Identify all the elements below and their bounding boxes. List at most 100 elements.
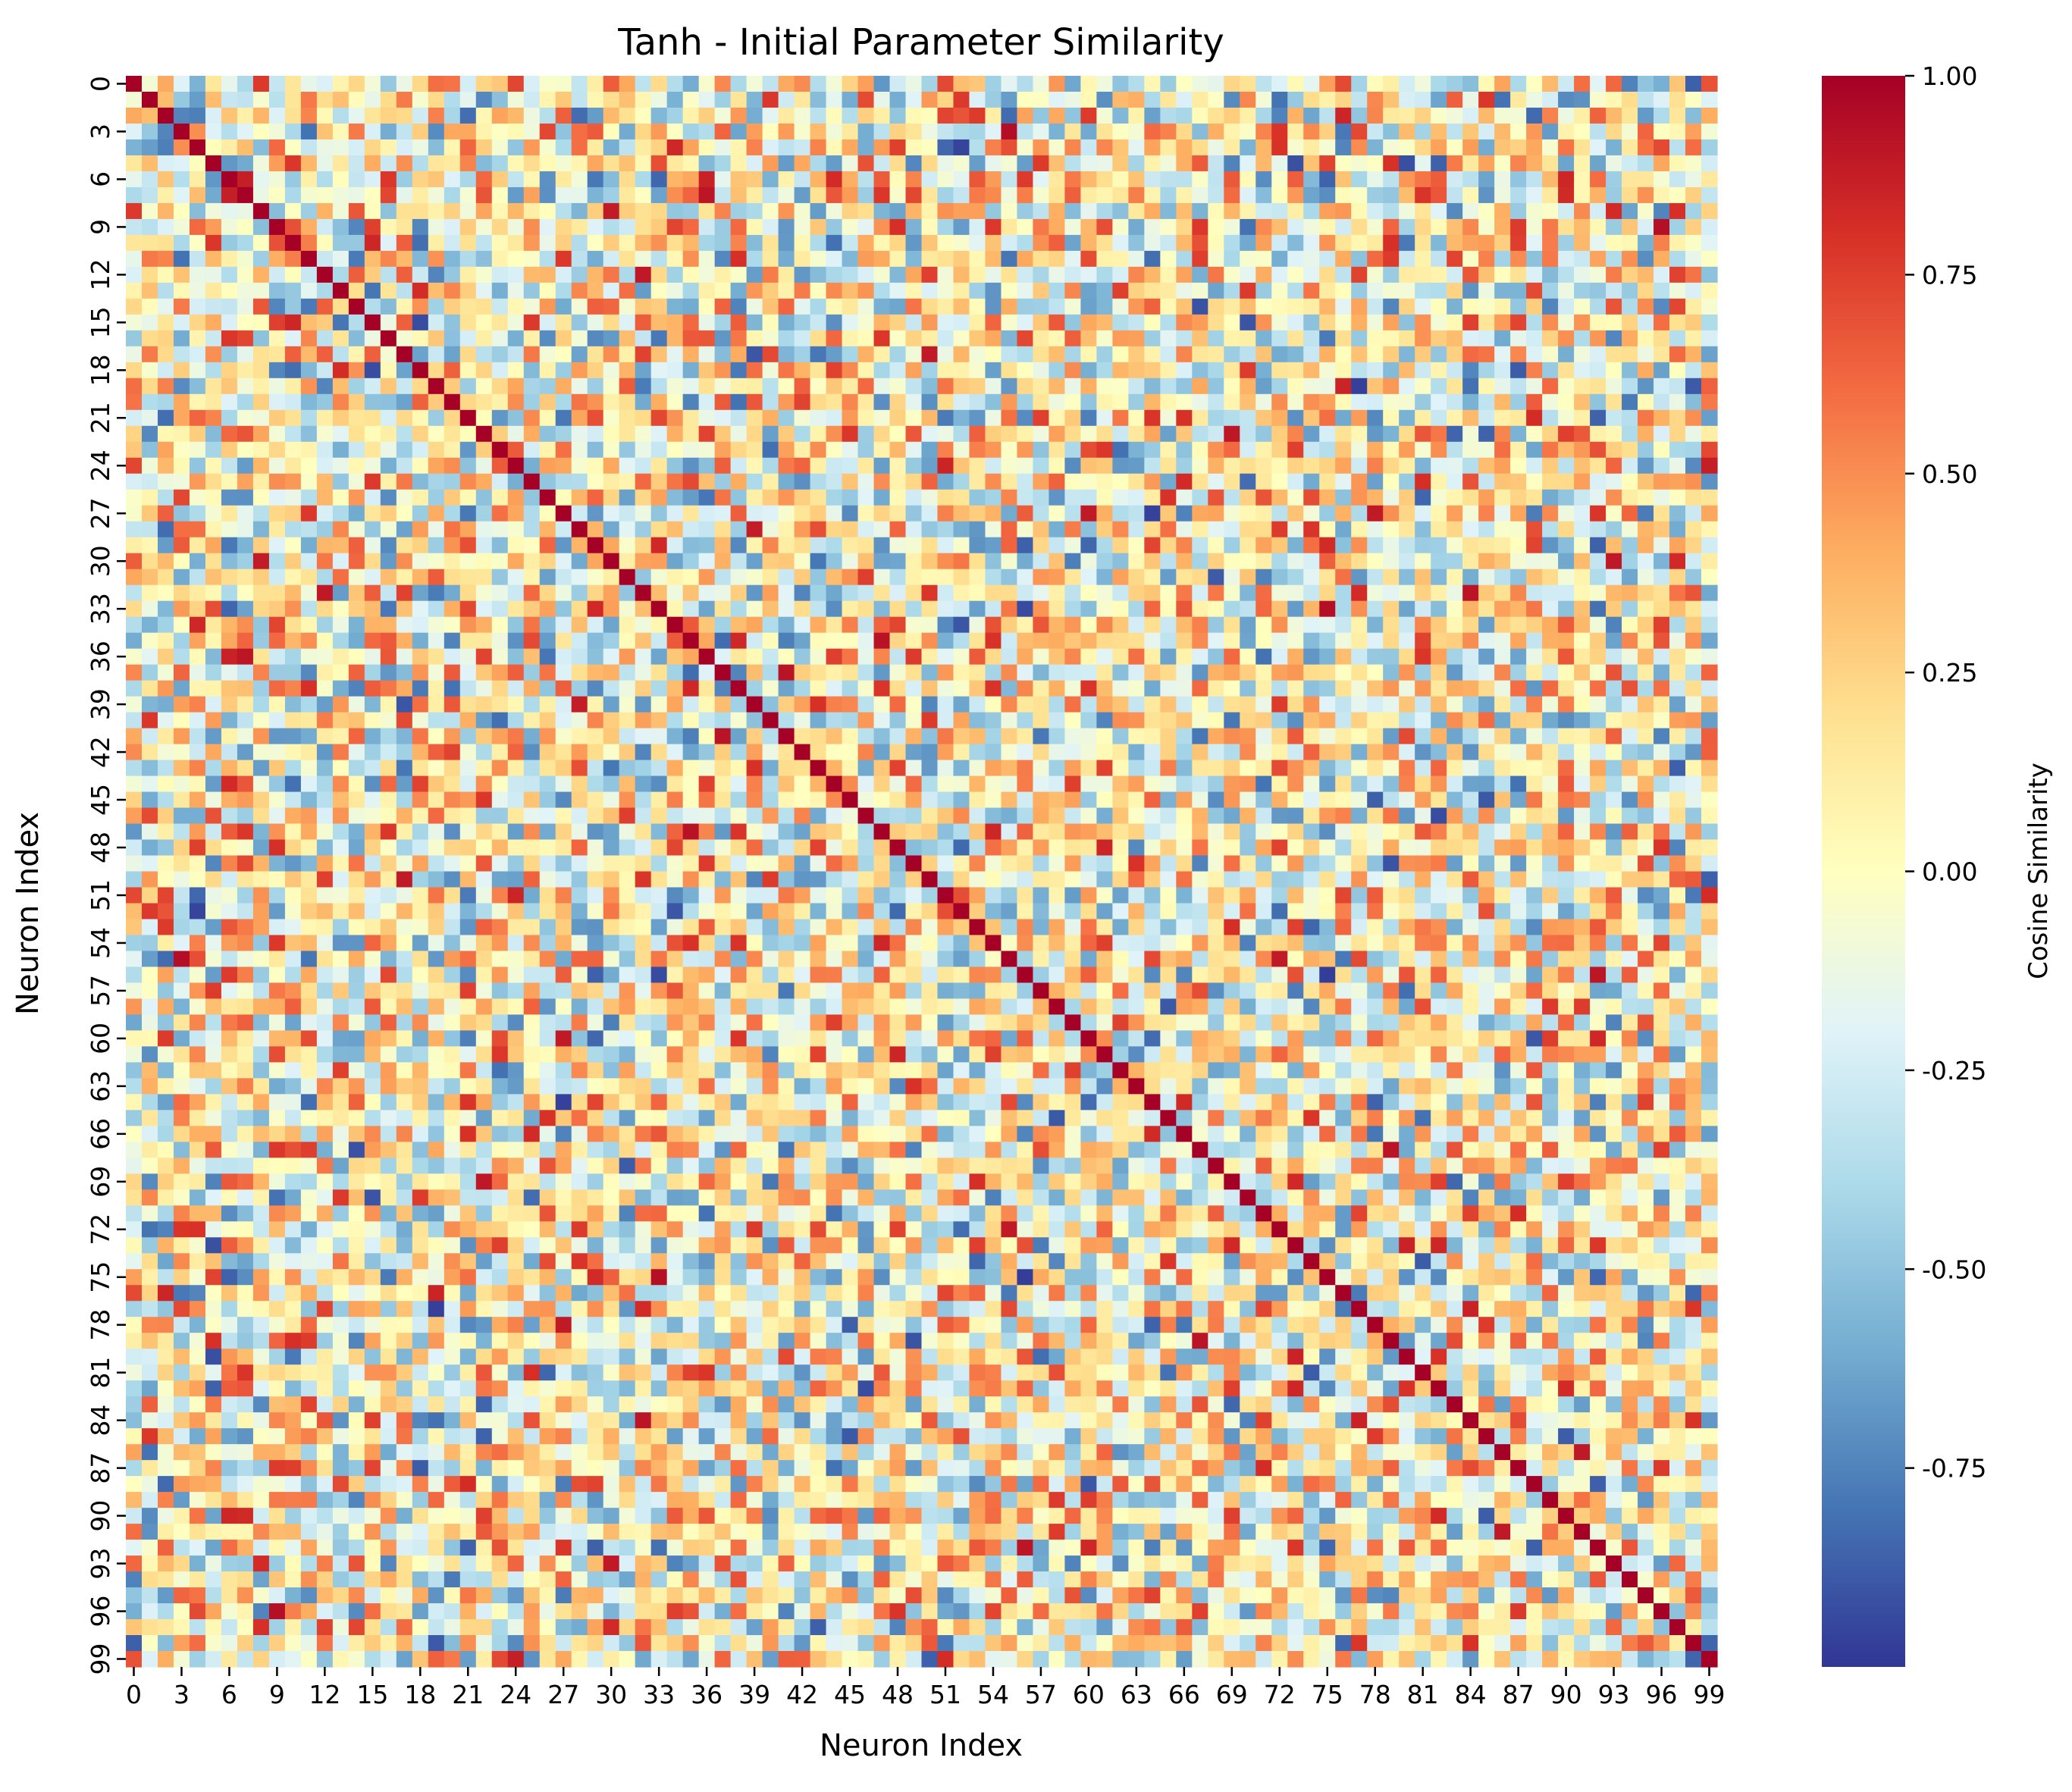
heatmap-cell — [444, 807, 461, 825]
heatmap-cell — [842, 775, 859, 793]
heatmap-cell — [1574, 346, 1591, 363]
heatmap-cell — [953, 441, 970, 459]
heatmap-cell — [1447, 76, 1463, 92]
heatmap-cell — [1240, 282, 1256, 299]
heatmap-cell — [1128, 362, 1145, 379]
heatmap-cell — [1494, 600, 1511, 618]
heatmap-cell — [475, 839, 493, 857]
heatmap-cell — [1574, 521, 1591, 538]
heatmap-cell — [1144, 791, 1161, 809]
heatmap-cell — [985, 250, 1002, 268]
heatmap-cell — [268, 712, 286, 729]
heatmap-cell — [1478, 378, 1495, 395]
heatmap-cell — [1606, 712, 1622, 729]
heatmap-cell — [1319, 584, 1336, 602]
heatmap-cell — [1558, 107, 1575, 124]
heatmap-cell — [141, 680, 158, 697]
heatmap-cell — [126, 823, 143, 841]
heatmap-cell — [1335, 91, 1352, 108]
heatmap-cell — [316, 91, 334, 108]
heatmap-cell — [316, 823, 334, 841]
heatmap-cell — [762, 760, 779, 777]
heatmap-cell — [1462, 839, 1479, 857]
heatmap-cell — [173, 107, 190, 124]
heatmap-cell — [857, 680, 875, 697]
heatmap-cell — [1351, 409, 1368, 427]
heatmap-cell — [873, 425, 891, 443]
heatmap-cell — [1049, 791, 1066, 809]
heatmap-cell — [221, 123, 238, 140]
heatmap-cell — [380, 664, 397, 681]
heatmap-cell — [157, 839, 174, 857]
heatmap-cell — [237, 409, 254, 427]
heatmap-cell — [905, 521, 923, 538]
heatmap-cell — [1478, 425, 1495, 443]
heatmap-cell — [157, 616, 174, 634]
heatmap-cell — [1049, 393, 1066, 411]
heatmap-cell — [1494, 537, 1511, 554]
heatmap-cell — [619, 807, 636, 825]
heatmap-cell — [571, 553, 588, 570]
heatmap-cell — [778, 425, 795, 443]
heatmap-cell — [1144, 823, 1161, 841]
heatmap-cell — [810, 616, 827, 634]
heatmap-cell — [157, 234, 174, 252]
heatmap-cell — [746, 139, 763, 156]
heatmap-cell — [1128, 234, 1145, 252]
heatmap-cell — [571, 409, 588, 427]
heatmap-cell — [714, 584, 732, 602]
heatmap-cell — [157, 728, 174, 745]
heatmap-cell — [1415, 441, 1431, 459]
heatmap-cell — [826, 696, 843, 713]
heatmap-cell — [1367, 107, 1384, 124]
heatmap-cell — [985, 393, 1002, 411]
heatmap-cell — [762, 202, 779, 220]
heatmap-cell — [157, 505, 174, 522]
heatmap-cell — [873, 266, 891, 284]
heatmap-cell — [1271, 855, 1288, 873]
heatmap-cell — [1590, 76, 1607, 92]
heatmap-cell — [587, 553, 604, 570]
heatmap-cell — [889, 139, 907, 156]
heatmap-cell — [396, 250, 413, 268]
heatmap-cell — [857, 234, 875, 252]
heatmap-cell — [1558, 807, 1575, 825]
heatmap-cell — [364, 584, 381, 602]
heatmap-cell — [332, 696, 350, 713]
heatmap-cell — [921, 744, 939, 761]
heatmap-cell — [380, 489, 397, 506]
heatmap-cell — [380, 298, 397, 315]
heatmap-cell — [1033, 839, 1050, 857]
heatmap-cell — [1176, 521, 1193, 538]
heatmap-cell — [587, 728, 604, 745]
heatmap-cell — [1478, 632, 1495, 650]
heatmap-cell — [1064, 632, 1081, 650]
heatmap-cell — [1319, 537, 1336, 554]
heatmap-cell — [1590, 171, 1607, 188]
heatmap-cell — [1303, 744, 1320, 761]
heatmap-cell — [1590, 186, 1607, 204]
heatmap-cell — [1064, 760, 1081, 777]
heatmap-cell — [1208, 760, 1224, 777]
heatmap-cell — [555, 632, 572, 650]
heatmap-cell — [237, 155, 254, 172]
heatmap-cell — [842, 218, 859, 236]
heatmap-cell — [1144, 107, 1161, 124]
heatmap-cell — [252, 234, 270, 252]
heatmap-cell — [332, 378, 350, 395]
heatmap-cell — [523, 282, 541, 299]
heatmap-cell — [1112, 171, 1129, 188]
heatmap-cell — [428, 282, 445, 299]
heatmap-cell — [141, 712, 158, 729]
heatmap-cell — [157, 314, 174, 331]
heatmap-cell — [1558, 282, 1575, 299]
heatmap-cell — [523, 123, 541, 140]
heatmap-cell — [1319, 791, 1336, 809]
heatmap-cell — [794, 473, 811, 490]
heatmap-cell — [1447, 425, 1463, 443]
heatmap-cell — [1255, 123, 1272, 140]
heatmap-cell — [1638, 569, 1654, 586]
heatmap-cell — [507, 696, 525, 713]
heatmap-cell — [969, 600, 986, 618]
heatmap-cell — [444, 616, 461, 634]
